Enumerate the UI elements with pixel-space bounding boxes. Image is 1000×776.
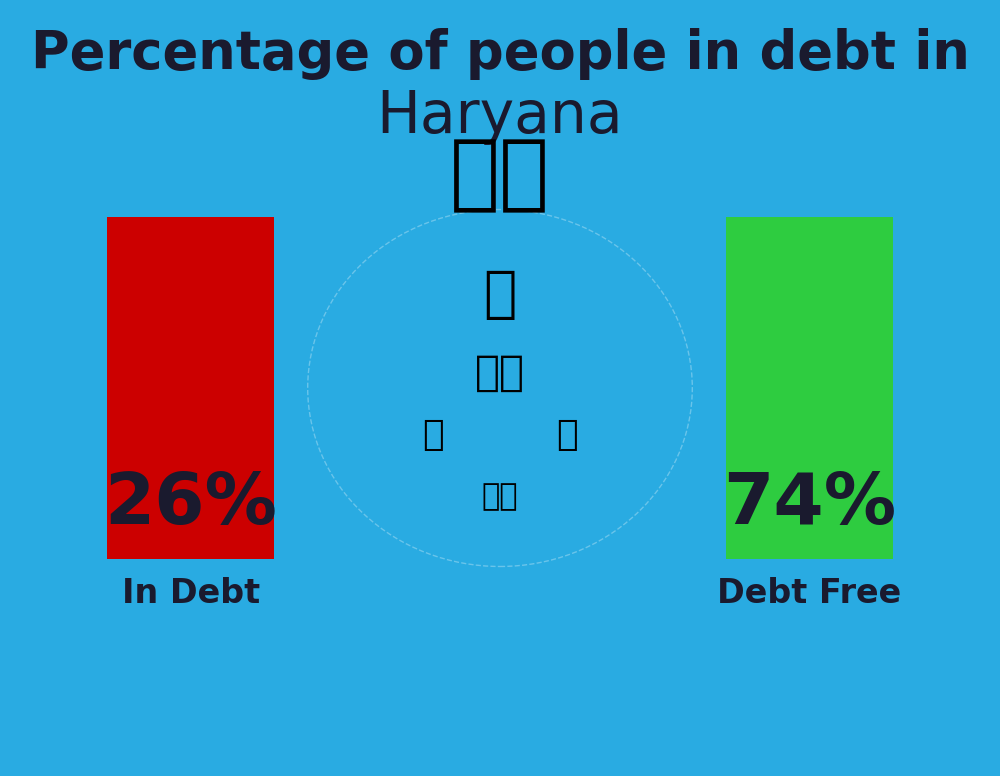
Text: Percentage of people in debt in: Percentage of people in debt in <box>31 28 969 81</box>
Circle shape <box>308 210 692 566</box>
Text: 💼📱: 💼📱 <box>482 482 518 511</box>
Text: 🎓: 🎓 <box>556 417 578 452</box>
Text: 🏦: 🏦 <box>483 268 517 322</box>
Text: 🇮🇳: 🇮🇳 <box>450 134 550 215</box>
Text: 26%: 26% <box>104 470 277 539</box>
Text: In Debt: In Debt <box>122 577 260 610</box>
Text: 74%: 74% <box>723 470 896 539</box>
Text: 💰🏠: 💰🏠 <box>475 352 525 393</box>
FancyBboxPatch shape <box>726 217 893 559</box>
Text: Haryana: Haryana <box>377 88 623 145</box>
FancyBboxPatch shape <box>107 217 274 559</box>
Text: 🚗: 🚗 <box>422 417 444 452</box>
Text: Debt Free: Debt Free <box>717 577 901 610</box>
